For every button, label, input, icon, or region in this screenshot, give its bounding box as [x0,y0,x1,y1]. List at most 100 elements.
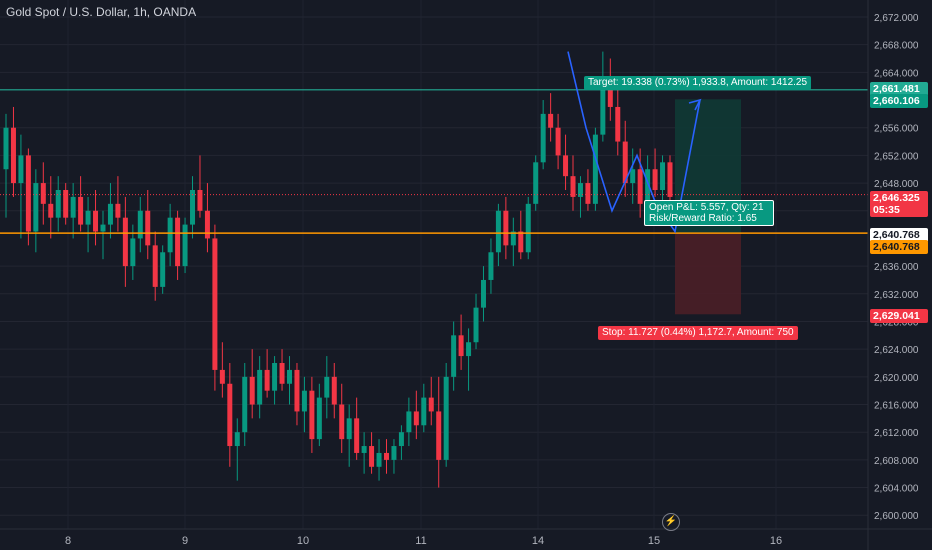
time-label: 15 [648,535,660,547]
candle-body [257,369,263,405]
candle-body [48,203,54,218]
candle-body [510,231,516,246]
candle-body [607,79,613,107]
candle-body [615,106,621,142]
candle-body [167,217,173,253]
price-tick-label: 2,604.000 [874,484,919,495]
candle-body [480,279,486,308]
zigzag-pattern-line [567,51,701,234]
candle-body [204,210,210,239]
candles [3,51,673,488]
candle-body [272,363,278,391]
candle-body [227,383,233,447]
target-label[interactable]: Target: 19.338 (0.73%) 1,933.8, Amount: … [584,76,812,90]
price-tick-label: 2,624.000 [874,345,919,356]
candle-body [18,155,24,184]
candle-body [175,217,181,267]
candle-body [548,113,554,128]
candle-body [107,203,113,225]
candle-body [264,369,270,391]
pattern-arrow-icon [688,98,702,111]
candle-body [383,452,389,460]
candle-body [630,169,636,184]
candle-body [234,432,240,447]
current-price-value: 2,646.325 [873,192,920,204]
candle-body [316,397,322,440]
candle-body [115,203,121,218]
price-tick-label: 2,612.000 [874,428,919,439]
upper-line-price-tag: 2,661.481 [870,82,928,96]
candle-body [25,155,31,232]
candle-body [645,169,651,204]
lightning-icon[interactable]: ⚡ [662,513,680,531]
candle-body [398,432,404,447]
candle-body [503,210,509,246]
candle-body [585,183,591,204]
candle-body [301,390,307,412]
candle-body [622,141,628,184]
candle-body [660,162,666,190]
time-label: 10 [297,535,309,547]
candle-body [570,176,576,197]
candle-body [406,411,412,433]
candle-body [413,411,419,426]
stop-label[interactable]: Stop: 11.727 (0.44%) 1,172.7, Amount: 75… [598,326,798,340]
candle-body [279,363,285,384]
time-label: 11 [415,535,426,547]
time-label: 16 [770,535,782,547]
price-tick-label: 2,672.000 [874,13,919,24]
candle-body [667,162,673,197]
candle-body [466,342,472,357]
grid [0,0,868,529]
candle-body [190,190,196,225]
time-label: 9 [182,535,188,547]
candle-body [137,210,143,239]
current-price-tag: 2,646.325 05:35 [870,191,928,217]
candle-body [100,224,106,232]
risk-reward-text: Risk/Reward Ratio: 1.65 [649,213,757,224]
candle-body [249,376,255,405]
price-tick-label: 2,620.000 [874,373,919,384]
candle-body [242,376,248,433]
candle-body [324,376,330,398]
candle-body [339,404,345,440]
candle-body [160,252,166,287]
candle-body [577,183,583,197]
pattern-drawing [567,51,702,234]
price-tick-label: 2,664.000 [874,68,919,79]
price-tick-label: 2,608.000 [874,456,919,467]
candle-body [391,446,397,460]
candle-body [10,127,16,184]
price-axis: 2,672.000 2,668.000 2,664.000 2,656.000 2,65… [867,0,919,550]
candle-body [451,335,457,377]
open-pnl-text: Open P&L: 5.557, Qty: 21 [649,202,764,213]
candle-body [287,369,293,384]
candle-body [600,79,606,135]
price-tick-label: 2,636.000 [874,262,919,273]
candle-body [182,224,188,267]
price-tick-label: 2,656.000 [874,124,919,135]
time-axis: 8 9 10 11 14 15 16 [0,528,932,547]
stop-zone [675,233,741,315]
candle-body [533,162,539,204]
open-pnl-box[interactable]: Open P&L: 5.557, Qty: 21 Risk/Reward Rat… [644,200,774,226]
price-tick-label: 2,652.000 [874,151,919,162]
candle-body [495,210,501,253]
price-tick-label: 2,600.000 [874,511,919,522]
candle-body [525,203,531,253]
price-tick-label: 2,616.000 [874,401,919,412]
candle-body [473,307,479,343]
candle-body [592,134,598,204]
candle-body [78,196,84,225]
candle-body [70,196,76,218]
candle-body [436,411,442,460]
candle-body [219,369,225,384]
orange-line-price-tag: 2,640.768 [870,240,928,254]
candle-body [443,376,449,460]
target-price-tag: 2,660.106 [870,94,928,108]
candle-body [428,397,434,412]
price-tick-label: 2,632.000 [874,290,919,301]
chart-title: Gold Spot / U.S. Dollar, 1h, OANDA [6,5,197,19]
candle-body [294,369,300,412]
